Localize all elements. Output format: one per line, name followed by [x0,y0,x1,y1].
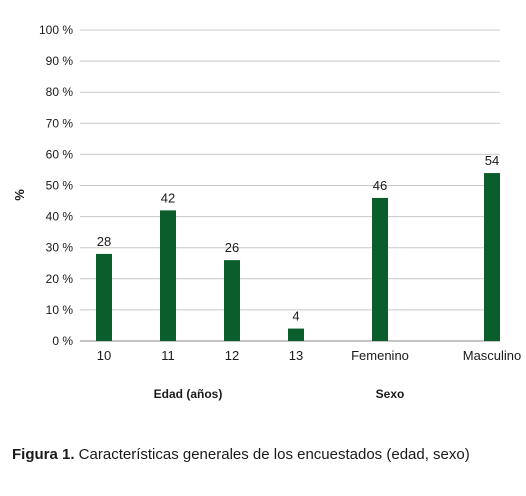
y-tick-label: 60 % [46,147,74,161]
gridlines [80,29,500,342]
x-tick-label: 13 [289,348,303,363]
data-label: 26 [225,240,239,255]
data-label: 54 [485,153,499,168]
x-tick-label: 12 [225,348,239,363]
caption-text: Características generales de los encuest… [74,446,470,463]
x-tick-label: Masculino [463,348,522,363]
labels: 0 % 10 % 20 % 30 % 40 % 50 % 60 % 70 % 80 % 90 % 1… [39,23,521,401]
caption-label: Figura 1. [12,446,75,463]
x-tick-label: 10 [97,348,111,363]
bar [224,260,240,341]
y-tick-label: 80 % [46,85,74,99]
y-tick-label: 100 % [39,23,73,37]
x-tick-label: 11 [161,348,175,363]
data-label: 46 [373,178,387,193]
y-tick-label: 20 % [46,272,74,286]
x-group-label: Edad (años) [154,387,223,401]
bar [288,328,304,341]
y-tick-label: 10 % [46,303,74,317]
x-group-label: Sexo [376,387,405,401]
y-tick-label: 40 % [46,210,74,224]
y-tick-label: 30 % [46,241,74,255]
x-tick-label: Femenino [351,348,409,363]
bar [372,197,388,341]
y-axis-label: % [12,189,27,201]
bar-chart: 0 % 10 % 20 % 30 % 40 % 50 % 60 % 70 % 80 % 90 % 1… [12,23,521,401]
y-tick-label: 0 % [52,334,73,348]
data-label: 28 [97,234,111,249]
figure-caption: Figura 1. Características generales de l… [12,446,470,463]
bars [96,173,500,341]
bar [96,253,112,341]
y-tick-label: 70 % [46,116,74,130]
y-tick-label: 90 % [46,54,74,68]
data-label: 42 [161,190,175,205]
bar [484,173,500,341]
bar [160,210,176,341]
data-label: 4 [292,309,299,324]
y-tick-label: 50 % [46,179,74,193]
